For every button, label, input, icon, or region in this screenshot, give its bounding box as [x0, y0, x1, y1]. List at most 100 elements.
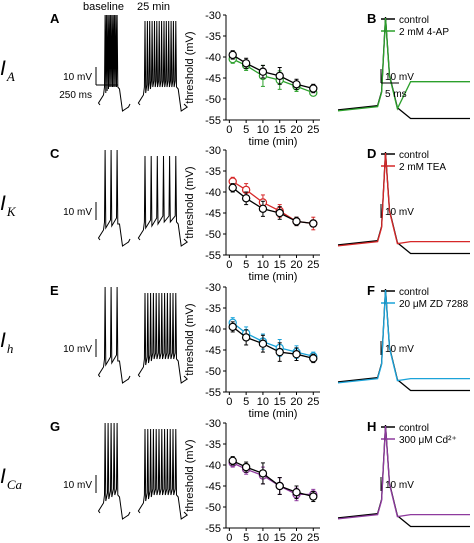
ap-scale-label-t: 5 ms [385, 89, 407, 100]
row-Ih: E F Ih 10 mV -55 -50 -45 -40 -35 -30 0 5 10 15 20 25 tim… [0, 282, 470, 420]
y-tick-label: -40 [205, 187, 221, 199]
legend-label-treatment: 20 μM ZD 7288 [399, 299, 469, 310]
data-point [241, 59, 251, 68]
threshold-chart-E: -55 -50 -45 -40 -35 -30 0 5 10 15 20 25 time (min) th… [184, 282, 320, 420]
y-tick-label: -50 [205, 229, 221, 241]
x-tick-label: 20 [290, 532, 302, 543]
y-axis-title: threshold (mV) [184, 31, 196, 103]
trace-scale-label-t: 250 ms [59, 90, 92, 101]
data-point [228, 322, 237, 332]
column-title-baseline: baseline [83, 1, 124, 13]
x-tick-label: 25 [307, 396, 319, 408]
panel-letter-B: B [367, 11, 376, 26]
current-label-sub: Ca [7, 477, 23, 492]
y-tick-label: -55 [205, 387, 221, 399]
y-tick-label: -55 [205, 115, 221, 127]
y-tick-label: -45 [205, 73, 221, 85]
x-axis-title: time (min) [249, 136, 298, 148]
legend-label-control: control [399, 15, 429, 26]
series-control [228, 321, 318, 364]
y-tick-label: -55 [205, 250, 221, 262]
x-tick-label: 0 [226, 259, 232, 271]
legend-label-treatment: 300 μM Cd²⁺ [399, 435, 457, 446]
series-ZD7288 [228, 317, 318, 361]
panel-letter-H: H [367, 419, 376, 434]
ap-scale-label-v: 10 mV [385, 344, 414, 355]
x-tick-label: 15 [274, 532, 286, 543]
panel-letter-F: F [367, 283, 375, 298]
current-label-sub: K [6, 204, 17, 219]
legend-label-control: control [399, 287, 429, 298]
data-point [228, 50, 237, 60]
ap-scale-label-v: 10 mV [385, 480, 414, 491]
current-label-sub: A [6, 69, 15, 84]
y-tick-label: -45 [205, 481, 221, 493]
x-tick-label: 20 [290, 124, 302, 136]
x-tick-label: 0 [226, 396, 232, 408]
data-point [258, 67, 268, 76]
x-tick-label: 10 [257, 532, 269, 543]
data-point [292, 350, 301, 359]
column-title-25min: 25 min [137, 1, 170, 13]
y-tick-label: -40 [205, 324, 221, 336]
voltage-trace-baseline [97, 14, 131, 112]
data-point [228, 456, 237, 465]
data-point [241, 333, 251, 342]
data-point [309, 84, 318, 93]
x-tick-label: 0 [226, 532, 232, 543]
x-tick-label: 15 [274, 259, 286, 271]
x-tick-label: 15 [274, 124, 286, 136]
y-tick-label: -35 [205, 439, 221, 451]
current-label-main: I [0, 465, 6, 488]
data-point [258, 469, 268, 478]
voltage-trace-25min [137, 428, 189, 520]
data-point [241, 462, 251, 472]
current-label-IA: IA [0, 57, 15, 84]
voltage-trace-25min [137, 155, 189, 247]
legend-label-treatment: 2 mM 4-AP [399, 27, 449, 38]
ap-scale-label-v: 10 mV [385, 72, 414, 83]
current-label-sub: h [7, 341, 14, 356]
trace-scale-label-v: 10 mV [63, 207, 92, 218]
x-tick-label: 20 [290, 396, 302, 408]
current-label-main: I [0, 329, 6, 352]
current-label-ICa: ICa [0, 465, 23, 492]
y-tick-label: -30 [205, 145, 221, 157]
data-point [292, 488, 301, 497]
data-point [258, 204, 268, 213]
x-tick-label: 10 [257, 396, 269, 408]
y-tick-label: -50 [205, 502, 221, 514]
y-tick-label: -30 [205, 10, 221, 22]
x-tick-label: 10 [257, 124, 269, 136]
threshold-chart-C: -55 -50 -45 -40 -35 -30 0 5 10 15 20 25 time (min) th… [184, 145, 320, 283]
panel-letter-A: A [50, 11, 60, 26]
y-tick-label: -50 [205, 366, 221, 378]
y-axis-title: threshold (mV) [184, 303, 196, 375]
series-control [228, 50, 318, 94]
data-point [309, 492, 318, 501]
y-tick-label: -40 [205, 460, 221, 472]
data-point [275, 347, 284, 357]
x-tick-label: 25 [307, 259, 319, 271]
trace-scale-label-v: 10 mV [63, 344, 92, 355]
trace-scale-label-v: 10 mV [63, 480, 92, 491]
voltage-trace-25min [137, 292, 189, 384]
current-label-Ih: Ih [0, 329, 13, 356]
y-tick-label: -35 [205, 166, 221, 178]
data-point [309, 219, 318, 228]
data-point [275, 208, 284, 218]
y-tick-label: -30 [205, 282, 221, 294]
data-point [228, 183, 237, 192]
x-axis-title: time (min) [249, 271, 298, 283]
threshold-chart-A: -55 -50 -45 -40 -35 -30 0 5 10 15 20 25 time (min) th… [184, 10, 320, 148]
data-point [292, 217, 301, 226]
panel-letter-C: C [50, 146, 60, 161]
ap-trace-treatment [337, 425, 470, 520]
y-axis-title: threshold (mV) [184, 166, 196, 238]
data-point [258, 339, 268, 348]
legend-label-treatment: 2 mM TEA [399, 162, 446, 173]
panel-letter-E: E [50, 283, 59, 298]
